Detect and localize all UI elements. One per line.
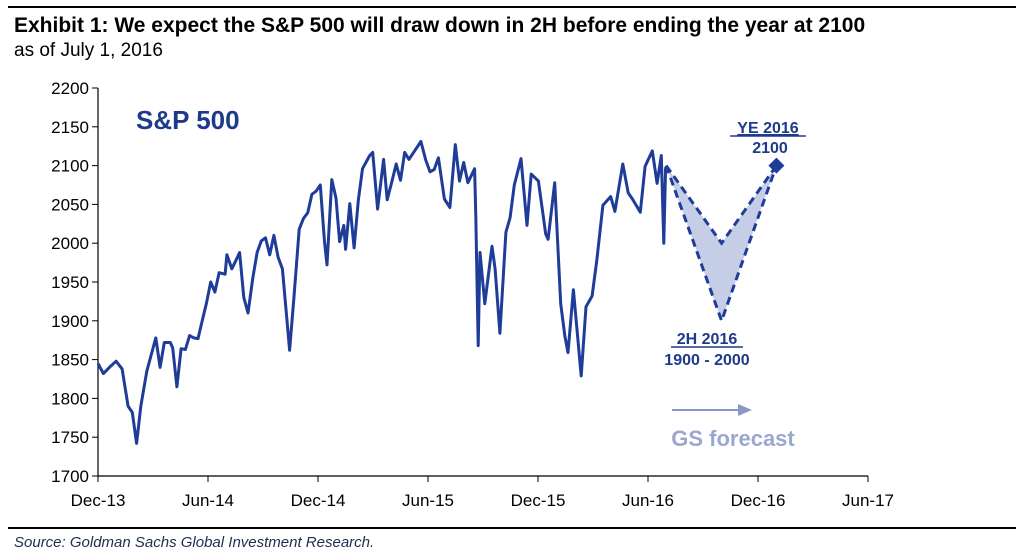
ye-label: YE 2016: [737, 120, 798, 137]
x-tick-label: Dec-15: [511, 491, 566, 510]
h2-range: 1900 - 2000: [664, 352, 750, 369]
x-tick-label: Dec-14: [291, 491, 346, 510]
y-tick-label: 2200: [51, 79, 89, 98]
annotations: S&P 500 YE 2016 2100 2H 2016 1900 - 2000 GS f…: [136, 105, 806, 451]
forecast-label: GS forecast: [671, 426, 795, 451]
x-tick-label: Jun-16: [622, 491, 674, 510]
y-ticks: 1700 1750 1800 1850 1900 1950 2000 2050 2100 2150…: [51, 79, 98, 486]
series: [96, 140, 668, 445]
y-tick-label: 1700: [51, 467, 89, 486]
x-tick-label: Jun-14: [182, 491, 234, 510]
bottom-rule: [8, 527, 1016, 529]
y-tick-label: 2100: [51, 157, 89, 176]
ye-2016-marker: [768, 157, 785, 174]
x-tick-label: Jun-15: [402, 491, 454, 510]
forecast-arrow-head: [738, 404, 752, 416]
forecast-lower-line: [664, 165, 778, 326]
y-tick-label: 2000: [51, 234, 89, 253]
sp500-series-line: [96, 140, 668, 445]
y-tick-label: 1850: [51, 351, 89, 370]
y-tick-label: 2050: [51, 195, 89, 214]
forecast: [664, 157, 785, 326]
y-tick-label: 1900: [51, 312, 89, 331]
top-rule: [8, 6, 1016, 8]
y-tick-label: 1950: [51, 273, 89, 292]
chart-title: Exhibit 1: We expect the S&P 500 will dr…: [14, 14, 866, 37]
y-tick-label: 1750: [51, 428, 89, 447]
chart-subtitle: as of July 1, 2016: [14, 40, 163, 61]
x-tick-label: Dec-13: [71, 491, 126, 510]
h2-label: 2H 2016: [677, 331, 738, 348]
y-tick-label: 2150: [51, 118, 89, 137]
forecast-upper-line: [664, 164, 778, 246]
x-ticks: Dec-13 Jun-14 Dec-14 Jun-15 Dec-15 Jun-16 Dec-…: [71, 476, 894, 510]
series-label: S&P 500: [136, 105, 240, 135]
x-tick-label: Jun-17: [842, 491, 894, 510]
source-note: Source: Goldman Sachs Global Investment …: [14, 534, 375, 551]
ye-value: 2100: [752, 140, 788, 157]
y-tick-label: 1800: [51, 389, 89, 408]
x-tick-label: Dec-16: [731, 491, 786, 510]
